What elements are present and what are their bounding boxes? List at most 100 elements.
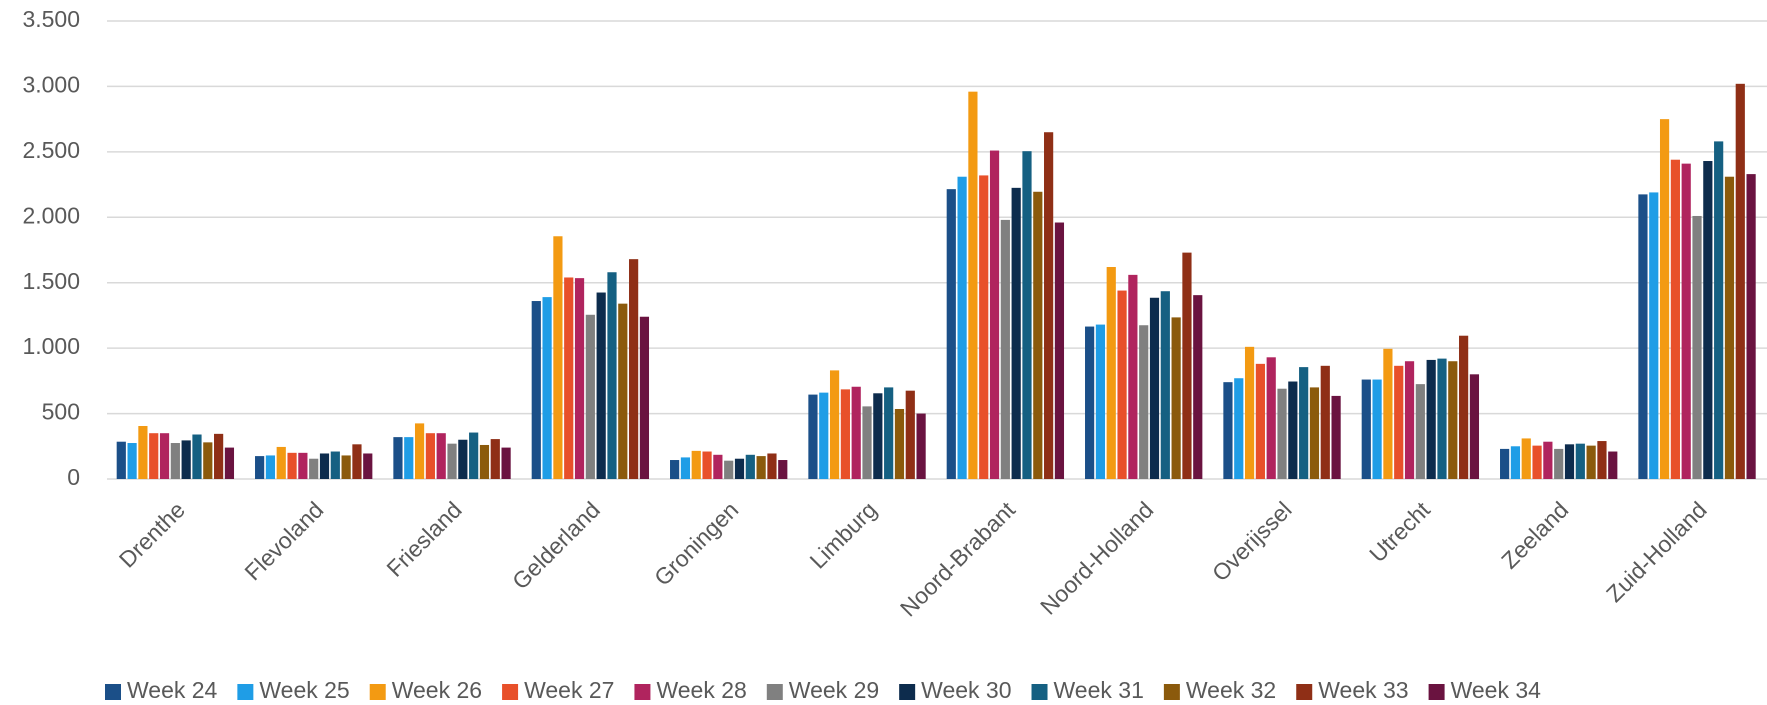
bar [1372,379,1382,479]
bar [629,259,639,479]
bar [1000,219,1010,479]
bar [1735,83,1745,479]
bar [1670,159,1680,480]
bar [829,370,840,479]
legend-swatch [1031,684,1048,700]
bar [1361,379,1371,479]
y-tick-label: 3.500 [22,6,80,32]
y-tick-label: 0 [67,464,80,490]
bar [531,301,541,479]
bar [1266,357,1276,479]
bar [851,386,861,479]
bar [905,390,915,479]
bar [1309,387,1320,479]
bar [1437,358,1447,479]
legend-swatch [502,684,519,700]
bar [1106,267,1116,479]
bar [808,394,818,479]
legend-label: Week 25 [259,677,349,703]
bar [276,446,286,479]
bar [1022,151,1032,479]
legend-label: Week 26 [392,677,482,703]
bar [203,442,213,479]
bar [1044,132,1054,479]
bar [957,176,967,479]
bar [159,433,170,479]
bar [1532,445,1542,479]
bar [363,453,373,479]
legend-swatch [105,684,121,700]
bar [330,451,340,479]
bar [1128,274,1138,479]
bar [1426,359,1436,479]
bar [298,452,308,479]
bar [607,272,617,479]
bar [894,408,905,479]
bar [1554,448,1564,479]
bar [458,439,468,479]
bar [1193,295,1203,479]
bar [1510,446,1521,479]
bar [1244,346,1255,479]
legend-label: Week 29 [789,677,879,703]
bar [436,433,446,479]
legend-label: Week 34 [1451,677,1542,703]
bar [946,189,956,479]
bar [862,406,872,479]
bar [585,314,595,479]
y-tick-label: 2.000 [22,202,80,228]
bar [1404,361,1415,479]
bar [1608,451,1618,479]
y-tick-label: 2.500 [22,137,80,163]
bar [1033,191,1043,480]
x-tick-label: Noord-Brabant [895,496,1020,621]
x-tick-label: Limburg [805,496,882,573]
bar [181,440,191,479]
bar [1299,367,1309,479]
bar [1649,192,1659,479]
bar [1277,388,1287,479]
bar [564,277,574,479]
bar [138,426,148,479]
bar [1095,324,1106,479]
bar [767,453,777,479]
bar [319,453,330,479]
x-tick-label: Zuid-Holland [1601,496,1712,607]
x-tick-label: Noord-Holland [1035,496,1158,619]
bar [553,236,563,479]
bar [1331,395,1341,479]
bar [1500,448,1510,479]
bar [447,443,457,479]
bar [618,303,628,479]
bar [713,454,723,479]
legend-label: Week 31 [1054,677,1144,703]
bar [309,458,319,479]
bar [1160,291,1170,479]
bar [479,444,490,479]
bar [1638,194,1648,479]
bar [840,389,850,479]
bar [873,393,883,479]
bar [490,439,500,479]
bar [968,91,978,480]
legend-label: Week 27 [524,677,614,703]
bar [1681,163,1691,480]
bar [1746,174,1756,480]
x-tick-label: Groningen [649,496,743,590]
bar [1521,438,1531,479]
legend-label: Week 28 [656,677,746,703]
bar [1182,252,1192,479]
bar [1171,317,1181,479]
bar [1149,297,1160,479]
bar [1703,161,1713,479]
bar [778,460,788,479]
bar [884,387,894,479]
bar [724,460,734,479]
bar [1448,361,1458,479]
y-tick-label: 1.000 [22,333,80,359]
bar [265,455,276,479]
bar [214,433,224,479]
legend-swatch [766,684,783,700]
bar [702,451,712,479]
y-tick-label: 3.000 [22,72,80,98]
